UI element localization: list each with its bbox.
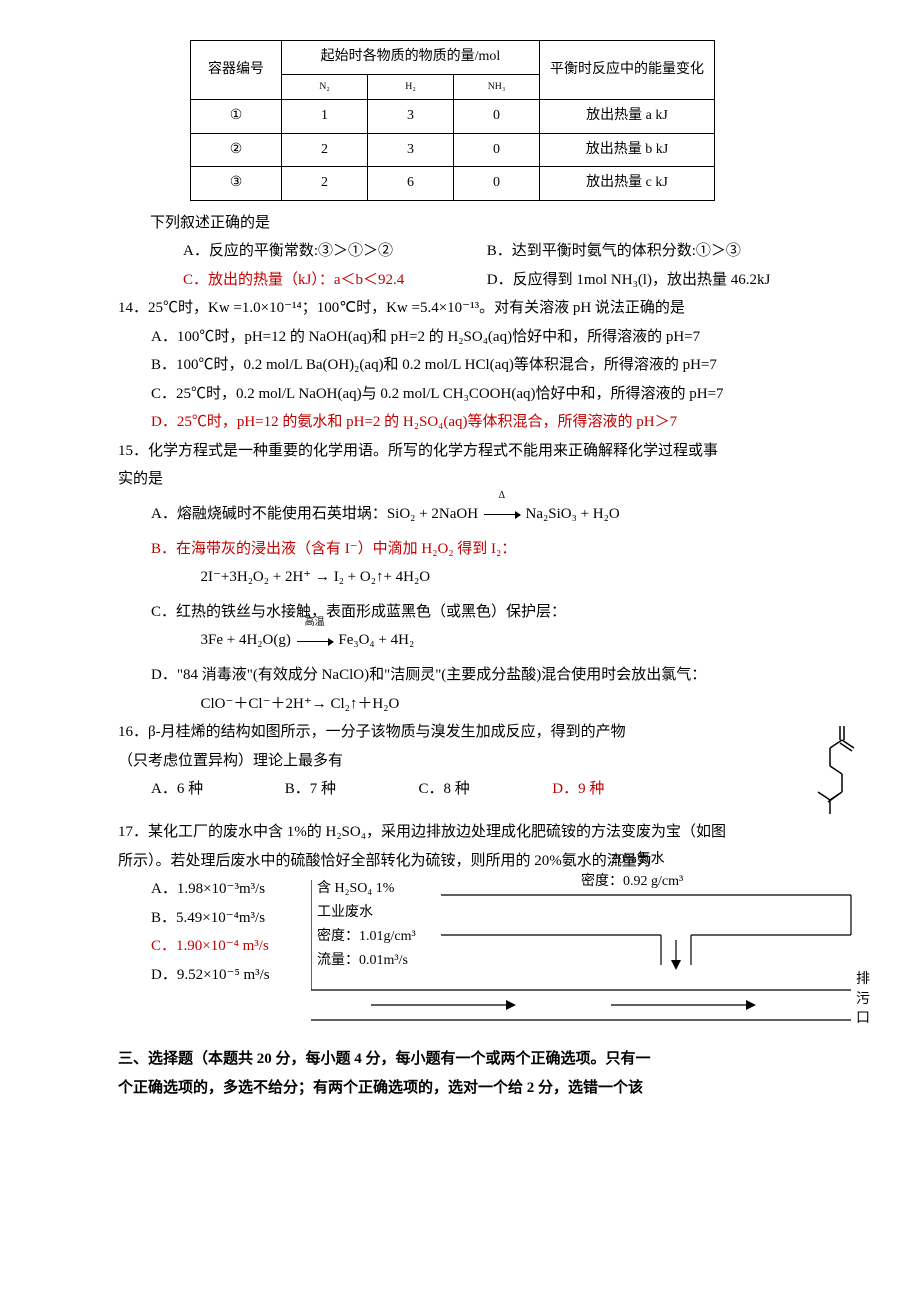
q17-opt-a: A．1.98×10⁻³m³/s (151, 875, 311, 904)
q15-c-eq: 3Fe + 4H₂O(g) 高温 Fe₃O₄ + 4H₂ (201, 626, 861, 655)
section-3-heading: 三、选择题（本题共 20 分，每小题 4 分，每小题有一个或两个正确选项。只有一… (118, 1045, 860, 1102)
q17-opt-b: B．5.49×10⁻⁴m³/s (151, 904, 311, 933)
q15: 15．化学方程式是一种重要的化学用语。所写的化学方程式不能用来正确解释化学过程或… (118, 437, 860, 718)
q13-opt-c: C．放出的热量（kJ）：a＜b＜92.4 (183, 266, 483, 295)
q14-opt-d: D．25℃时，pH=12 的氨水和 pH=2 的 H₂SO₄(aq)等体积混合，… (151, 408, 860, 437)
col-nh3: NH₃ (454, 74, 540, 100)
q17-opt-c: C．1.90×10⁻⁴ m³/s (151, 932, 311, 961)
table-row: ② 2 3 0 放出热量 b kJ (191, 133, 715, 167)
q16-stem1: 16．β-月桂烯的结构如图所示，一分子该物质与溴发生加成反应，得到的产物 (151, 718, 790, 747)
q17-stem1: 17．某化工厂的废水中含 1%的 H₂SO₄，采用边排放边处理成化肥硫铵的方法变… (151, 818, 860, 847)
q16-opt-c: C．8 种 (419, 775, 549, 804)
q17: 17．某化工厂的废水中含 1%的 H₂SO₄，采用边排放边处理成化肥硫铵的方法变… (118, 818, 860, 1035)
q15-stem1: 15．化学方程式是一种重要的化学用语。所写的化学方程式不能用来正确解释化学过程或… (151, 437, 860, 466)
q13-options: 下列叙述正确的是 A．反应的平衡常数:③＞①＞② B．达到平衡时氨气的体积分数:… (150, 209, 860, 295)
wastewater-flow-diagram: 含 H₂SO₄ 1% 工业废水 密度：1.01g/cm³ 流量：0.01m³/s… (311, 875, 860, 1035)
q17-stem2: 所示）。若处理后废水中的硫酸恰好全部转化为硫铵，则所用的 20%氨水的流量为 (118, 847, 860, 876)
col-energy: 平衡时反应中的能量变化 (540, 41, 715, 100)
q15-opt-c: C．红热的铁丝与水接触，表面形成蓝黑色（或黑色）保护层： (151, 598, 860, 627)
q17-opt-d: D．9.52×10⁻⁵ m³/s (151, 961, 311, 990)
q13-opt-d: D．反应得到 1mol NH₃(l)，放出热量 46.2kJ (487, 272, 771, 288)
table-row: ③ 2 6 0 放出热量 c kJ (191, 167, 715, 201)
col-n2: N₂ (282, 74, 368, 100)
table-row: ① 1 3 0 放出热量 a kJ (191, 100, 715, 134)
col-container: 容器编号 (191, 41, 282, 100)
q14: 14．25℃时，Kw =1.0×10⁻¹⁴；100℃时，Kw =5.4×10⁻¹… (118, 294, 860, 437)
col-h2: H₂ (368, 74, 454, 100)
q14-opt-a: A．100℃时，pH=12 的 NaOH(aq)和 pH=2 的 H₂SO₄(a… (151, 323, 860, 352)
q13-lead: 下列叙述正确的是 (150, 209, 860, 238)
q16-stem2: （只考虑位置异构）理论上最多有 (118, 747, 790, 776)
ammonia-density: 密度：0.92 g/cm³ (581, 869, 683, 896)
q16-opt-d: D．9 种 (552, 775, 682, 804)
reaction-arrow-icon: 高温 (295, 627, 335, 656)
q16: 16．β-月桂烯的结构如图所示，一分子该物质与溴发生加成反应，得到的产物 （只考… (118, 718, 860, 818)
q14-opt-b: B．100℃时，0.2 mol/L Ba(OH)₂(aq)和 0.2 mol/L… (151, 351, 860, 380)
beta-myrcene-structure-icon (800, 718, 860, 818)
col-initial-header: 起始时各物质的物质的量/mol (282, 41, 540, 75)
q16-opt-a: A．6 种 (151, 775, 281, 804)
q14-stem: 14．25℃时，Kw =1.0×10⁻¹⁴；100℃时，Kw =5.4×10⁻¹… (151, 294, 860, 323)
outlet-label: 排 污 口 (856, 970, 870, 1029)
q16-opt-b: B．7 种 (285, 775, 415, 804)
q13-opt-a: A．反应的平衡常数:③＞①＞② (183, 237, 483, 266)
left-box-text: 含 H₂SO₄ 1% 工业废水 密度：1.01g/cm³ 流量：0.01m³/s (317, 877, 416, 972)
q15-b-eq: 2I⁻+3H₂O₂ + 2H⁺ → I₂ + O₂↑+ 4H₂O (201, 563, 861, 592)
q15-opt-b: B．在海带灰的浸出液（含有 I⁻）中滴加 H₂O₂ 得到 I₂： (151, 535, 860, 564)
q14-opt-c: C．25℃时，0.2 mol/L NaOH(aq)与 0.2 mol/L CH₃… (151, 380, 860, 409)
reaction-arrow-icon: Δ (482, 500, 522, 529)
q15-d-eq: ClO⁻＋Cl⁻＋2H⁺→ Cl₂↑＋H₂O (201, 690, 861, 719)
q13-opt-b: B．达到平衡时氨气的体积分数:①＞③ (487, 243, 741, 259)
q15-opt-a: A．熔融烧碱时不能使用石英坩埚：SiO₂ + 2NaOH Δ Na₂SiO₃ +… (151, 500, 860, 529)
q15-opt-d: D．"84 消毒液"(有效成分 NaClO)和"洁厕灵"(主要成分盐酸)混合使用… (151, 661, 860, 690)
q17-options: A．1.98×10⁻³m³/s B．5.49×10⁻⁴m³/s C．1.90×1… (151, 875, 311, 989)
initial-amounts-table: 容器编号 起始时各物质的物质的量/mol 平衡时反应中的能量变化 N₂ H₂ N… (190, 40, 715, 201)
